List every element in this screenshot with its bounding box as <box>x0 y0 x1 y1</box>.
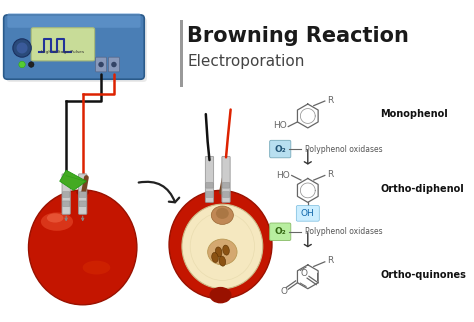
FancyBboxPatch shape <box>270 140 291 158</box>
Text: High Voltage Pulses: High Voltage Pulses <box>41 51 84 54</box>
FancyBboxPatch shape <box>79 174 87 214</box>
Circle shape <box>17 43 27 53</box>
Ellipse shape <box>47 213 64 223</box>
Text: Monophenol: Monophenol <box>380 109 448 119</box>
Text: O: O <box>280 288 287 297</box>
Circle shape <box>111 62 117 67</box>
Ellipse shape <box>208 239 237 265</box>
Text: R: R <box>327 256 333 265</box>
Text: Electroporation: Electroporation <box>187 53 305 69</box>
FancyBboxPatch shape <box>31 28 95 61</box>
Text: O₂: O₂ <box>274 145 286 154</box>
FancyBboxPatch shape <box>79 201 86 206</box>
FancyBboxPatch shape <box>109 57 119 72</box>
Circle shape <box>98 62 104 67</box>
FancyBboxPatch shape <box>270 223 291 241</box>
FancyBboxPatch shape <box>63 192 70 197</box>
FancyBboxPatch shape <box>4 15 144 79</box>
FancyBboxPatch shape <box>63 201 70 206</box>
Ellipse shape <box>210 287 231 303</box>
Ellipse shape <box>76 189 89 196</box>
FancyBboxPatch shape <box>222 183 230 188</box>
FancyBboxPatch shape <box>206 183 213 188</box>
Text: Ortho-quinones: Ortho-quinones <box>380 270 466 280</box>
Circle shape <box>28 62 34 67</box>
FancyBboxPatch shape <box>8 13 141 28</box>
Ellipse shape <box>219 256 226 266</box>
Text: Polyphenol oxidases: Polyphenol oxidases <box>305 145 383 154</box>
Circle shape <box>13 39 31 57</box>
FancyArrowPatch shape <box>65 216 67 220</box>
FancyBboxPatch shape <box>79 192 86 197</box>
Ellipse shape <box>182 204 263 289</box>
Text: OH: OH <box>301 209 315 218</box>
Ellipse shape <box>223 245 229 255</box>
FancyBboxPatch shape <box>7 18 147 82</box>
Ellipse shape <box>212 252 219 262</box>
Polygon shape <box>60 170 86 190</box>
Text: R: R <box>327 170 333 179</box>
Ellipse shape <box>41 213 73 231</box>
Bar <box>180 20 183 87</box>
FancyBboxPatch shape <box>62 174 70 214</box>
Text: R: R <box>327 96 333 105</box>
Ellipse shape <box>216 208 229 219</box>
FancyArrowPatch shape <box>82 216 84 220</box>
Text: O: O <box>301 269 308 278</box>
Text: HO: HO <box>276 171 290 180</box>
Text: O₂: O₂ <box>274 227 286 236</box>
Text: Ortho-diphenol: Ortho-diphenol <box>380 184 464 194</box>
Ellipse shape <box>215 247 222 257</box>
FancyBboxPatch shape <box>222 192 230 197</box>
FancyBboxPatch shape <box>205 156 214 202</box>
Ellipse shape <box>169 190 272 299</box>
Text: HO: HO <box>273 121 286 130</box>
FancyBboxPatch shape <box>96 57 107 72</box>
Text: Polyphenol oxidases: Polyphenol oxidases <box>305 227 383 236</box>
Ellipse shape <box>82 261 110 274</box>
Circle shape <box>19 61 25 68</box>
FancyBboxPatch shape <box>206 192 213 197</box>
FancyBboxPatch shape <box>222 156 230 202</box>
FancyBboxPatch shape <box>296 205 319 221</box>
Ellipse shape <box>211 206 233 224</box>
Ellipse shape <box>28 190 137 305</box>
Text: Browning Reaction: Browning Reaction <box>187 26 410 46</box>
